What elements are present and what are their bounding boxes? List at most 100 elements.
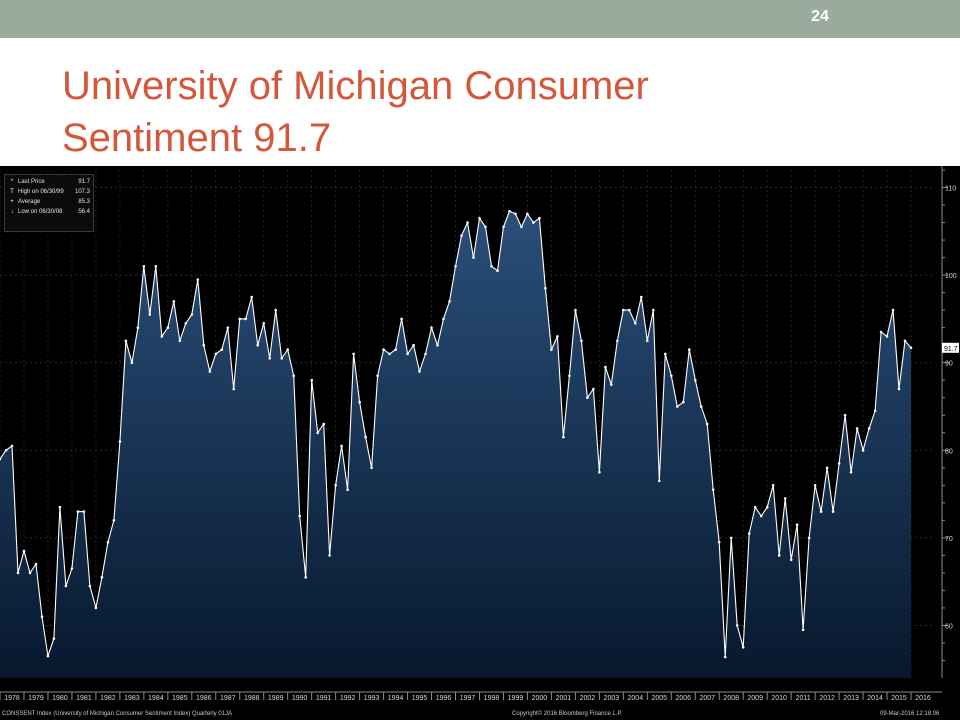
data-point xyxy=(268,357,272,360)
data-point xyxy=(502,225,505,229)
data-point xyxy=(580,339,583,343)
data-point xyxy=(729,536,733,540)
x-tick-label: 1986 xyxy=(196,695,212,702)
x-tick-label: 2010 xyxy=(771,695,787,702)
data-point xyxy=(783,497,787,500)
data-point xyxy=(670,374,673,378)
data-point xyxy=(514,212,517,216)
x-tick-label: 1982 xyxy=(100,695,116,702)
data-point xyxy=(406,352,409,356)
data-point xyxy=(316,431,320,435)
data-point xyxy=(622,308,625,312)
data-point xyxy=(544,286,547,290)
x-tick-label: 2003 xyxy=(604,695,620,702)
data-point xyxy=(586,396,589,399)
data-point xyxy=(418,370,421,373)
data-point xyxy=(646,339,649,343)
data-point xyxy=(454,265,457,268)
x-tick-label: 1992 xyxy=(340,695,356,702)
y-tick-label: 60 xyxy=(945,623,953,630)
data-point xyxy=(891,308,895,312)
x-tick-label: 1987 xyxy=(220,695,236,702)
data-point xyxy=(196,278,200,281)
data-point xyxy=(388,352,391,356)
data-point xyxy=(490,265,493,268)
data-point xyxy=(166,326,170,329)
data-point xyxy=(274,308,278,312)
data-point xyxy=(394,348,397,351)
data-point xyxy=(634,322,637,325)
x-tick-label: 1997 xyxy=(460,695,476,702)
last-price-label: 91.7 xyxy=(944,346,958,353)
data-point xyxy=(801,628,805,632)
data-point xyxy=(4,449,8,452)
x-tick-label: 2001 xyxy=(556,695,572,702)
data-point xyxy=(10,444,14,448)
data-point xyxy=(789,558,793,562)
data-point xyxy=(382,348,385,351)
data-point xyxy=(460,234,463,237)
legend-value: 107.3 xyxy=(74,189,90,195)
data-point xyxy=(771,484,775,487)
data-point xyxy=(280,357,284,360)
x-tick-label: 2008 xyxy=(723,695,739,702)
x-tick-label: 2016 xyxy=(915,695,931,702)
data-point xyxy=(130,361,134,364)
legend-value: 85.3 xyxy=(78,199,90,205)
data-point xyxy=(538,216,541,220)
slide-number: 24 xyxy=(811,8,829,25)
data-point xyxy=(598,470,601,474)
star-icon: * xyxy=(10,179,14,185)
data-point xyxy=(873,409,877,413)
y-axis: 60 70 80 90 100 110 91.7 xyxy=(932,166,960,708)
data-point xyxy=(496,269,499,272)
data-point xyxy=(508,209,511,213)
data-point xyxy=(837,462,841,465)
data-point xyxy=(550,348,553,351)
x-tick-label: 1978 xyxy=(4,695,20,702)
data-point xyxy=(412,343,415,347)
x-tick-label: 1991 xyxy=(316,695,332,702)
data-point xyxy=(711,488,715,492)
data-point xyxy=(202,343,206,347)
y-tick-label: 70 xyxy=(945,536,953,543)
data-point xyxy=(310,378,314,382)
data-point xyxy=(358,400,361,404)
data-point xyxy=(717,540,721,544)
slide-title: University of Michigan Consumer Sentimen… xyxy=(62,60,882,164)
data-point xyxy=(520,225,523,229)
plus-icon: + xyxy=(10,199,14,205)
data-point xyxy=(472,256,475,259)
data-point xyxy=(735,624,739,627)
y-tick-label: 110 xyxy=(945,186,956,193)
legend-label: Average xyxy=(18,199,41,205)
data-point xyxy=(352,352,355,356)
data-point xyxy=(34,562,38,566)
x-tick-label: 1980 xyxy=(52,695,68,702)
data-point xyxy=(370,466,373,470)
y-axis-background xyxy=(932,166,960,708)
legend-row-low: ↓ Low on 06/30/08 56.4 xyxy=(8,207,91,217)
data-point xyxy=(813,484,817,487)
data-point xyxy=(526,212,529,216)
data-point xyxy=(112,519,116,522)
data-point xyxy=(226,326,230,329)
data-point xyxy=(184,322,188,325)
data-point xyxy=(256,343,260,347)
data-point xyxy=(94,606,98,610)
chart-legend: * Last Price 91.7 T High on 06/30/99 107.3… xyxy=(4,174,94,232)
x-tick-label: 1984 xyxy=(148,695,164,702)
data-point xyxy=(364,435,367,439)
x-tick-label: 2005 xyxy=(652,695,668,702)
data-point xyxy=(64,584,68,588)
data-point xyxy=(40,615,44,618)
data-point xyxy=(831,510,835,513)
data-point xyxy=(100,576,104,579)
data-point xyxy=(70,567,74,570)
footer-timestamp: 09-Mar-2016 12:18:06 xyxy=(880,711,940,717)
data-point xyxy=(424,352,427,356)
legend-row-high: T High on 06/30/99 107.3 xyxy=(8,187,90,197)
data-point xyxy=(286,348,290,351)
data-point xyxy=(568,374,571,378)
data-point xyxy=(334,484,337,487)
